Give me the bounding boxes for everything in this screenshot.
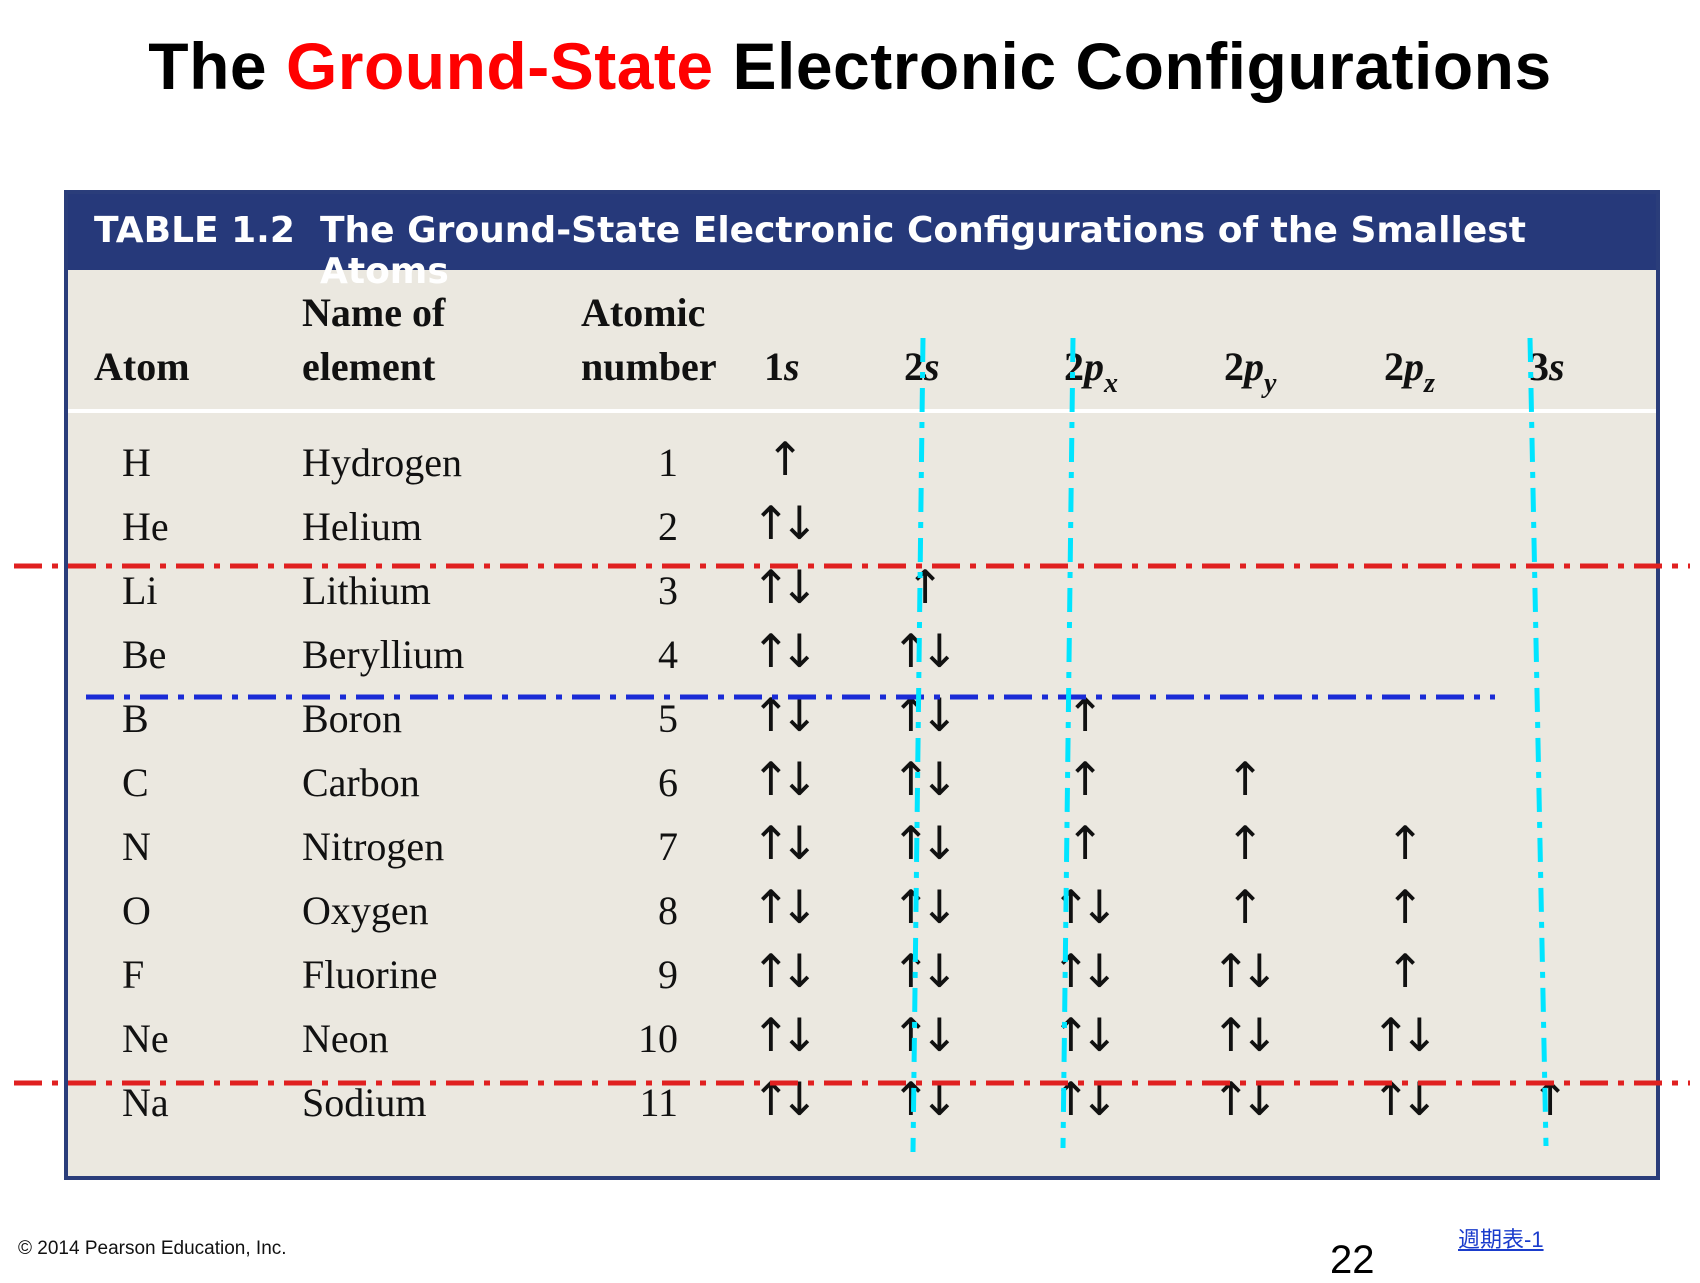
orbital-arrows: ↑	[1225, 880, 1265, 934]
orbital-arrows: ↑	[1225, 816, 1265, 870]
element-name: Beryllium	[302, 632, 465, 677]
element-name: Lithium	[302, 568, 431, 613]
orbital-arrows: ↑↓	[891, 816, 958, 870]
orbital-arrows: ↑↓	[1211, 1008, 1278, 1062]
orbital-arrows: ↑↓	[1211, 944, 1278, 998]
title-prefix: The	[148, 29, 286, 103]
slide-title: The Ground-State Electronic Configuratio…	[0, 28, 1700, 104]
orbital-arrows: ↑	[1065, 752, 1105, 806]
atomic-number: 5	[658, 696, 678, 741]
atom-symbol: C	[122, 760, 149, 805]
orbital-arrows: ↑↓	[891, 624, 958, 678]
orbital-arrows: ↑↓	[891, 688, 958, 742]
atom-symbol: Li	[122, 568, 158, 613]
element-name: Oxygen	[302, 888, 429, 933]
atom-symbol: Be	[122, 632, 167, 677]
orbital-arrows: ↑↓	[751, 496, 818, 550]
orbital-arrows: ↑	[1385, 880, 1425, 934]
orbital-arrows: ↑↓	[751, 752, 818, 806]
periodic-table-link[interactable]: 週期表-1	[1458, 1227, 1544, 1252]
atomic-number: 8	[658, 888, 678, 933]
header-atom: Atom	[94, 344, 190, 389]
atom-symbol: Ne	[122, 1016, 169, 1061]
table-banner: TABLE 1.2 The Ground-State Electronic Co…	[68, 194, 1656, 292]
copyright-text: © 2014 Pearson Education, Inc.	[18, 1238, 287, 1259]
orbital-arrows: ↑	[1065, 688, 1105, 742]
header-number-line2: number	[581, 344, 717, 389]
atom-symbol: N	[122, 824, 151, 869]
atom-symbol: B	[122, 696, 149, 741]
element-name: Nitrogen	[302, 824, 445, 869]
atomic-number: 1	[658, 440, 678, 485]
element-name: Carbon	[302, 760, 420, 805]
orbital-arrows: ↑	[1065, 816, 1105, 870]
atom-symbol: H	[122, 440, 151, 485]
element-name: Sodium	[302, 1080, 427, 1125]
atomic-number: 4	[658, 632, 678, 677]
table-label: TABLE 1.2	[94, 210, 295, 251]
title-accent: Ground-State	[285, 29, 714, 103]
atom-symbol: O	[122, 888, 151, 933]
orbital-arrows: ↑	[1385, 816, 1425, 870]
atomic-number: 11	[639, 1080, 678, 1125]
orbital-arrows: ↑	[1225, 752, 1265, 806]
header-orbital: 2px	[1064, 344, 1118, 399]
title-suffix: Electronic Configurations	[713, 29, 1552, 103]
element-name: Neon	[302, 1016, 389, 1061]
header-orbital: 2s	[904, 344, 940, 389]
atomic-number: 3	[658, 568, 678, 613]
atomic-number: 7	[658, 824, 678, 869]
orbital-arrows: ↑	[905, 560, 945, 614]
orbital-arrows: ↑↓	[1051, 880, 1118, 934]
config-table: TABLE 1.2 The Ground-State Electronic Co…	[64, 190, 1660, 1180]
atomic-number: 6	[658, 760, 678, 805]
orbital-arrows: ↑↓	[751, 624, 818, 678]
atom-symbol: Na	[122, 1080, 169, 1125]
column-divider-cyan	[1527, 337, 1549, 1147]
table-caption: The Ground-State Electronic Configuratio…	[320, 210, 1526, 292]
header-orbital: 3s	[1529, 344, 1565, 389]
column-divider-cyan	[910, 337, 926, 1153]
column-divider-cyan	[1060, 337, 1076, 1149]
header-name-line2: element	[302, 344, 436, 389]
orbital-arrows: ↑↓	[751, 1008, 818, 1062]
orbital-arrows: ↑↓	[751, 944, 818, 998]
page-number: 22	[1330, 1238, 1375, 1282]
header-divider	[68, 409, 1656, 413]
atomic-number: 10	[638, 1016, 678, 1061]
header-orbital: 2pz	[1384, 344, 1435, 399]
header-orbital: 2py	[1224, 344, 1277, 399]
orbital-arrows: ↑↓	[751, 688, 818, 742]
element-name: Helium	[302, 504, 422, 549]
orbital-arrows: ↑↓	[1051, 944, 1118, 998]
orbital-arrows: ↑↓	[1371, 1008, 1438, 1062]
orbital-arrows: ↑↓	[891, 752, 958, 806]
orbital-arrows: ↑↓	[891, 880, 958, 934]
orbital-arrows: ↑	[1385, 944, 1425, 998]
header-name-line1: Name of	[302, 290, 446, 335]
orbital-arrows: ↑↓	[891, 1008, 958, 1062]
element-name: Boron	[302, 696, 402, 741]
orbital-arrows: ↑↓	[891, 944, 958, 998]
element-name: Hydrogen	[302, 440, 462, 485]
element-name: Fluorine	[302, 952, 438, 997]
orbital-arrows: ↑↓	[751, 560, 818, 614]
header-orbital: 1s	[764, 344, 800, 389]
atomic-number: 2	[658, 504, 678, 549]
orbital-arrows: ↑	[765, 432, 805, 486]
orbital-arrows: ↑↓	[751, 816, 818, 870]
atom-symbol: F	[122, 952, 145, 997]
atom-symbol: He	[122, 504, 169, 549]
atomic-number: 9	[658, 952, 678, 997]
orbital-arrows: ↑↓	[751, 880, 818, 934]
header-number-line1: Atomic	[581, 290, 706, 335]
